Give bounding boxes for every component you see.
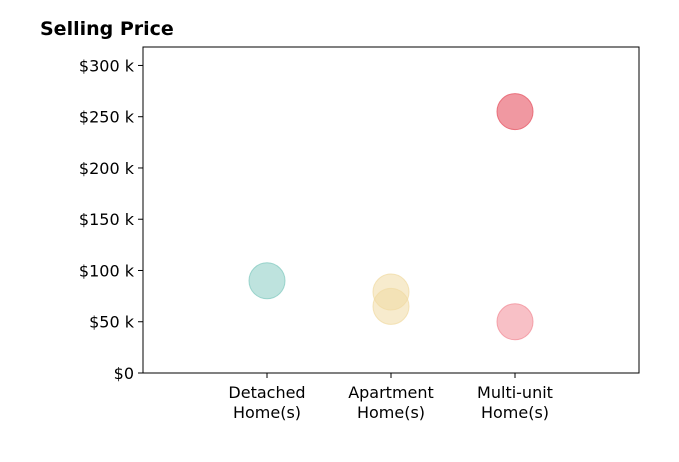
y-tick-label: $150 k (79, 210, 135, 229)
data-point (248, 262, 286, 300)
chart-title: Selling Price (40, 18, 174, 40)
points-layer (248, 93, 534, 341)
y-tick-label: $200 k (79, 159, 135, 178)
x-tick-label: Detached Home(s) (228, 383, 305, 422)
x-tick-label: Apartment Home(s) (348, 383, 434, 422)
y-axis: $0 $50 k $100 k $150 k $200 k $250 k $300 k (79, 56, 143, 383)
data-point (496, 93, 534, 131)
data-point (372, 287, 410, 325)
y-tick-label: $0 (114, 364, 134, 383)
y-tick-label: $250 k (79, 108, 135, 127)
y-tick-label: $100 k (79, 261, 135, 280)
y-tick-label: $50 k (89, 313, 135, 332)
data-point (496, 303, 534, 341)
x-axis: Detached Home(s) Apartment Home(s) Multi-uni… (228, 373, 553, 422)
x-tick-label: Multi-unit Home(s) (477, 383, 553, 422)
y-tick-label: $300 k (79, 56, 135, 75)
